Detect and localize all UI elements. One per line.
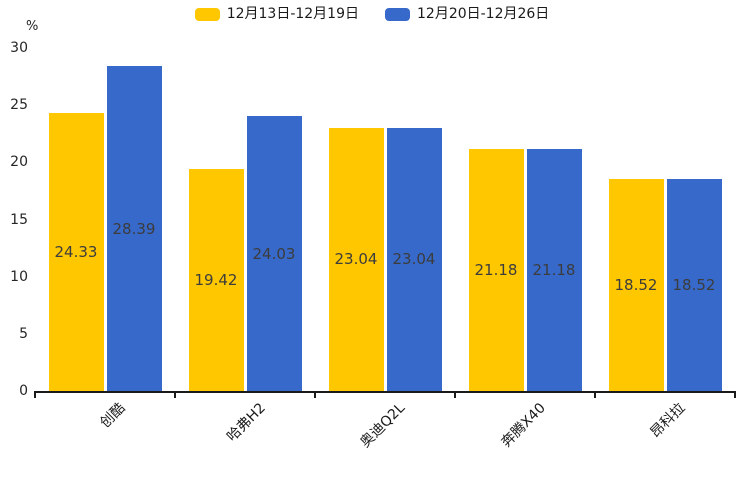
y-tick-label: 25 (10, 97, 28, 114)
bar-series2-1: 28.39 (106, 66, 162, 391)
x-tick-label: 哈弗H2 (223, 400, 269, 445)
bar-value-label: 18.52 (614, 276, 658, 295)
plot-area: 24.33 28.39 创酷 19.42 24.03 哈弗H2 23.04 23.04 奥迪Q2… (34, 48, 736, 451)
bar-value-label: 23.04 (334, 250, 378, 269)
x-axis-tick (34, 391, 36, 398)
x-tick-label: 昂科拉 (647, 400, 689, 442)
bar-series1-5: 18.52 (608, 179, 664, 391)
bar-value-label: 21.18 (474, 260, 518, 279)
bar-series1-4: 21.18 (468, 148, 524, 391)
bar-value-label: 18.52 (672, 276, 716, 295)
y-tick-label: 30 (10, 40, 28, 56)
legend-label-week1: 12月13日-12月19日 (226, 6, 359, 22)
legend-item-week1: 12月13日-12月19日 (194, 5, 359, 23)
bar-series2-2: 24.03 (246, 116, 302, 391)
y-tick-label: 0 (19, 383, 28, 399)
x-axis-tick (594, 391, 596, 398)
legend-label-week2: 12月20日-12月26日 (417, 6, 550, 22)
y-axis-unit-label: % (26, 19, 39, 34)
bar-value-label: 24.33 (54, 242, 98, 261)
y-tick-label: 20 (10, 154, 28, 171)
bar-series1-2: 19.42 (188, 168, 244, 391)
y-tick-label: 5 (19, 325, 28, 342)
bar-series2-3: 23.04 (386, 127, 442, 391)
bar-series2-5: 18.52 (666, 179, 722, 391)
chart-legend: 12月13日-12月19日 12月20日-12月26日 (0, 5, 744, 23)
bar-value-label: 28.39 (112, 219, 156, 238)
bar-series1-1: 24.33 (48, 112, 104, 391)
x-tick-label: 奥迪Q2L (357, 400, 409, 451)
x-axis-tick (454, 391, 456, 398)
bar-value-label: 19.42 (194, 270, 238, 289)
x-axis-tick (734, 391, 736, 398)
legend-swatch-yellow (194, 7, 220, 21)
legend-swatch-blue (385, 7, 410, 21)
bar-series2-4: 21.18 (526, 148, 582, 391)
bar-value-label: 23.04 (392, 250, 436, 269)
y-tick-label: 15 (10, 211, 28, 228)
legend-item-week2: 12月20日-12月26日 (385, 5, 549, 23)
x-axis-tick (314, 391, 316, 398)
x-tick-label: 创酷 (97, 400, 129, 432)
bar-series1-3: 23.04 (328, 127, 384, 391)
y-tick-label: 10 (10, 268, 28, 285)
x-axis-tick (174, 391, 176, 398)
x-tick-label: 奔腾X40 (497, 400, 549, 451)
bar-value-label: 21.18 (532, 260, 576, 279)
bar-value-label: 24.03 (252, 244, 296, 263)
